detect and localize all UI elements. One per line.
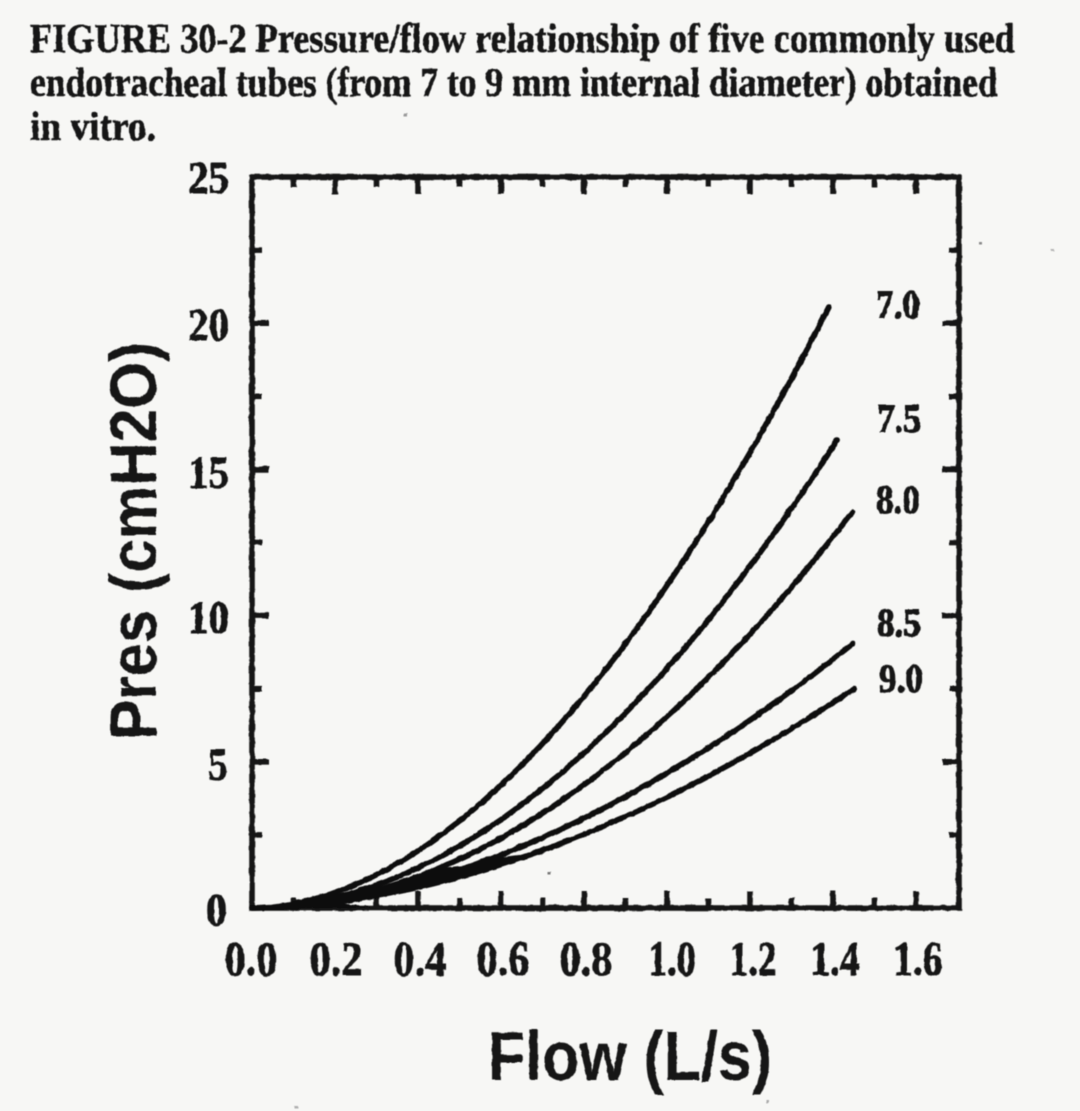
svg-text:0: 0	[206, 884, 227, 935]
svg-text:8.0: 8.0	[876, 477, 920, 522]
svg-text:0.6: 0.6	[477, 931, 530, 986]
svg-text:1.4: 1.4	[811, 931, 860, 986]
svg-text:0.8: 0.8	[560, 931, 613, 986]
svg-text:Flow (L/s): Flow (L/s)	[488, 1017, 772, 1095]
svg-text:10: 10	[188, 592, 229, 643]
svg-text:7.0: 7.0	[876, 282, 920, 327]
svg-text:1.2: 1.2	[730, 931, 777, 986]
svg-text:1.6: 1.6	[894, 931, 943, 986]
svg-text:0.0: 0.0	[225, 931, 278, 986]
svg-text:Pres (cmH2O): Pres (cmH2O)	[96, 342, 170, 740]
svg-text:7.5: 7.5	[877, 396, 921, 441]
svg-text:5: 5	[208, 739, 228, 790]
svg-text:1.0: 1.0	[648, 931, 696, 986]
svg-text:9.0: 9.0	[879, 656, 923, 701]
svg-text:0.2: 0.2	[310, 931, 363, 986]
svg-text:8.5: 8.5	[877, 600, 921, 645]
svg-text:20: 20	[188, 299, 229, 350]
svg-text:0.4: 0.4	[394, 931, 447, 986]
svg-text:25: 25	[188, 152, 229, 203]
svg-text:15: 15	[188, 447, 229, 498]
